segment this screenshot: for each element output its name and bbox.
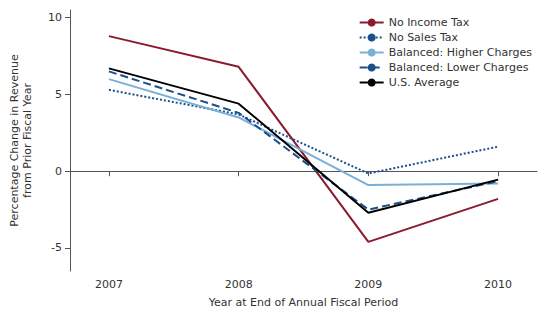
svg-text:2007: 2007 [95, 278, 123, 291]
svg-text:Percentage Change in Revenue: Percentage Change in Revenue [8, 54, 21, 227]
svg-text:U.S. Average: U.S. Average [389, 76, 460, 89]
svg-text:No Income Tax: No Income Tax [389, 16, 470, 29]
svg-text:5: 5 [55, 88, 62, 101]
svg-text:2010: 2010 [484, 278, 512, 291]
svg-text:Balanced: Lower Charges: Balanced: Lower Charges [389, 61, 529, 74]
svg-text:2009: 2009 [354, 278, 382, 291]
svg-text:Balanced: Higher Charges: Balanced: Higher Charges [389, 46, 533, 59]
svg-text:Year at End of Annual Fiscal P: Year at End of Annual Fiscal Period [208, 296, 399, 309]
svg-text:2008: 2008 [225, 278, 253, 291]
svg-text:-5: -5 [51, 241, 62, 254]
svg-text:No Sales Tax: No Sales Tax [389, 31, 459, 44]
svg-text:10: 10 [48, 11, 62, 24]
svg-text:0: 0 [55, 165, 62, 178]
svg-text:from Prior Fiscal Year: from Prior Fiscal Year [21, 83, 34, 198]
